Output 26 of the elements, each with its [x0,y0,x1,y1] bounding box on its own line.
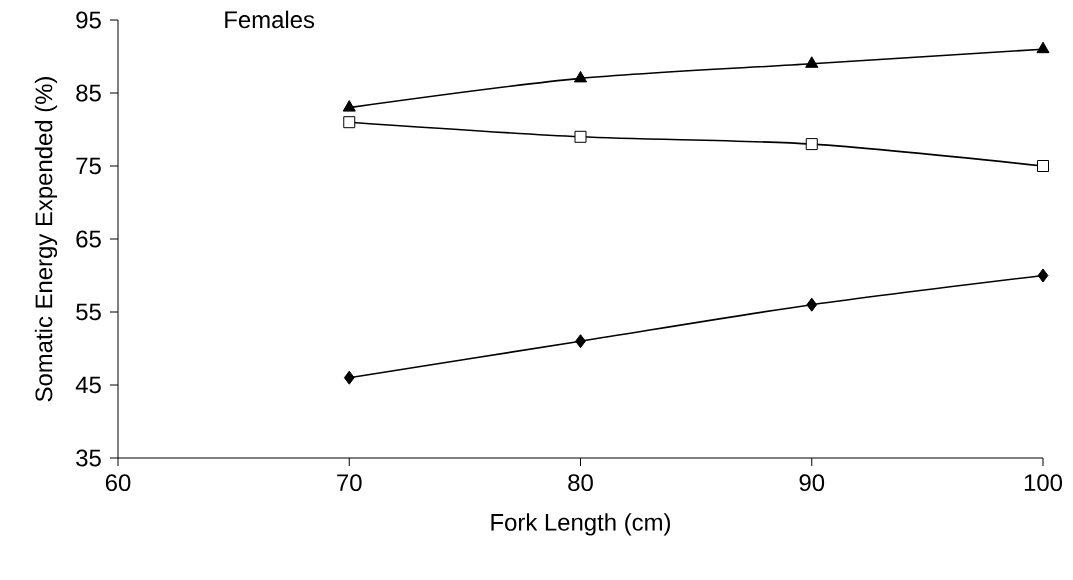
point [343,370,355,385]
y-axis-title: Somatic Energy Expended (%) [34,77,58,402]
y-tick-label: 95 [76,11,101,29]
x-tick-label: 80 [568,474,593,492]
y-tick-label: 45 [75,376,101,394]
annotation: Females [225,10,315,29]
y-tick-label: 65 [76,230,101,248]
x-tick-label: 60 [105,474,131,492]
x-tick-label: 70 [337,474,362,492]
point [1036,41,1050,54]
point [573,70,588,83]
point [343,116,356,129]
x-tick-label: 90 [799,474,825,492]
point [805,56,819,68]
point [1037,268,1049,283]
point [806,297,818,312]
point [805,138,818,151]
y-tick-label: 85 [76,84,101,102]
x-tick-label: 100 [1024,474,1063,492]
point [342,100,356,112]
y-tick-label: 75 [76,157,101,175]
y-tick-label: 35 [76,449,101,467]
y-tick-label: 55 [76,303,101,321]
point [574,130,587,143]
point [575,334,586,349]
x-axis-title: Fork Length (cm) [491,513,671,536]
